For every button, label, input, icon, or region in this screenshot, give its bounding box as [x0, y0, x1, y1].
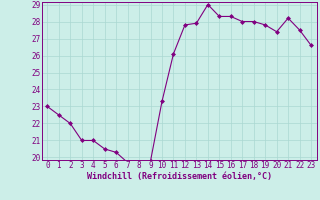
X-axis label: Windchill (Refroidissement éolien,°C): Windchill (Refroidissement éolien,°C) [87, 172, 272, 181]
